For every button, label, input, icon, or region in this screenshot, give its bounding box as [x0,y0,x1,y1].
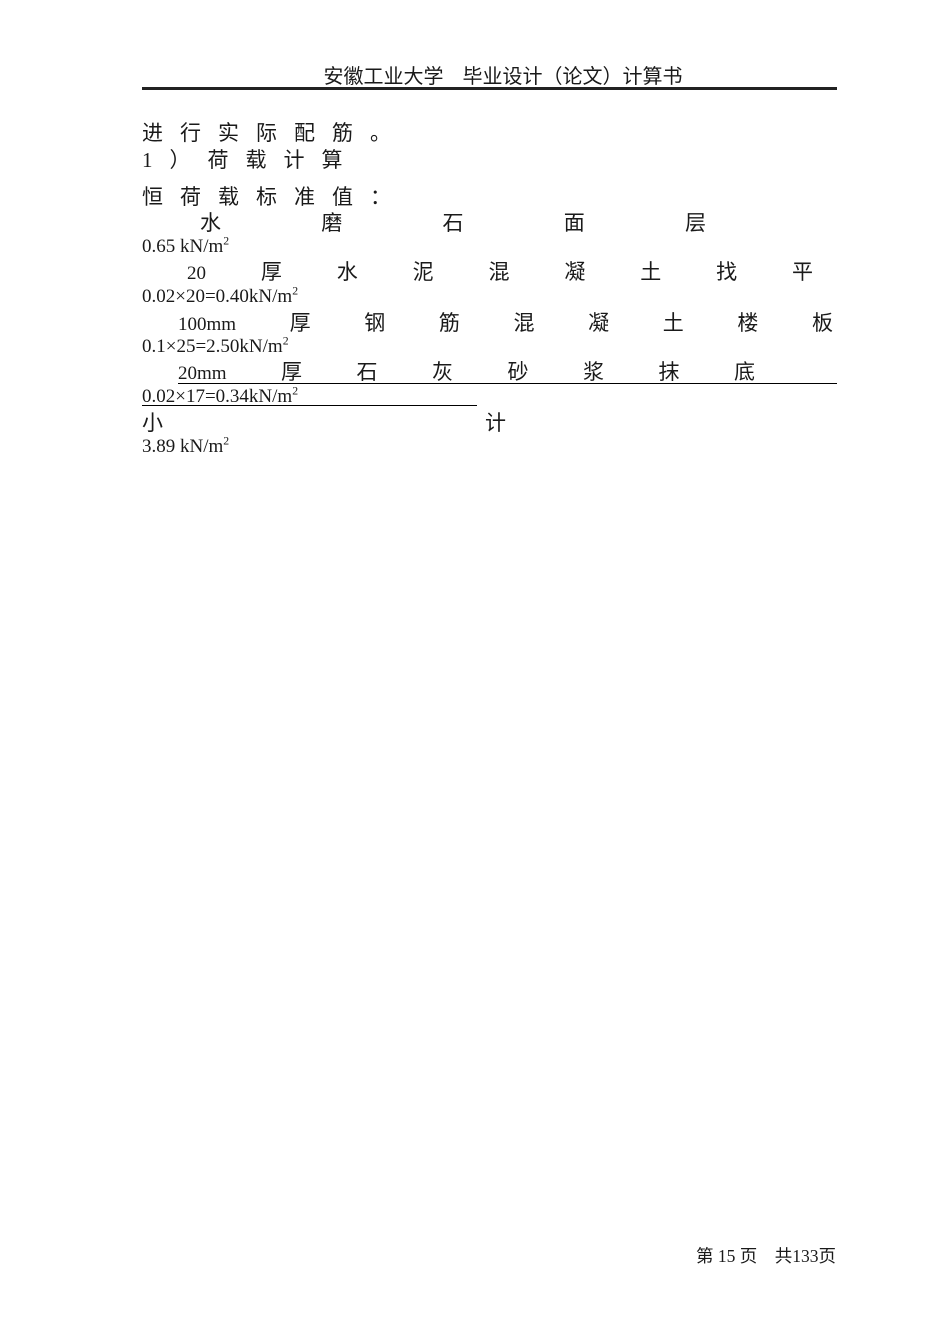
text-segment: 厚 [281,360,303,384]
header-doc-title: 毕业设计（论文）计算书 [462,66,683,88]
text-segment: 凝 [588,311,610,335]
text-segment: 浆 [582,360,604,384]
text-segment: 石 [356,360,378,384]
text-segment: 混 [513,311,535,335]
text-segment: 水 [200,211,221,235]
footer-page-number: 第 15 页 共133页 [696,1246,836,1266]
line-subtotal-value: 3.89 kN/m2 [142,434,230,458]
header-university: 安徽工业大学 [323,66,444,88]
text-segment: 石 [442,211,464,235]
text-segment: 抹 [658,360,680,384]
text-segment: 小 [142,411,163,435]
text-segment: 土 [640,260,662,284]
text-segment: 20mm [178,363,227,384]
text-run: 1）荷载计算 [142,148,360,172]
text-segment: 厚 [289,311,311,335]
text-run: 0.65 kN/m [142,236,224,257]
line-lime-mortar-value: 0.02×17=0.34kN/m2 [142,384,299,408]
text-segment: 层 [685,211,706,235]
text-segment: 土 [662,311,684,335]
line-cement-leveling: 20 厚 水 泥 混 凝 土 找 平 [187,260,813,285]
superscript: 2 [223,234,230,248]
line-rc-slab-value: 0.1×25=2.50kN/m2 [142,334,289,358]
text-run: 0.02×17=0.34kN/m [142,386,293,407]
line-load-calc-heading: 1）荷载计算 [142,148,360,172]
page-header: 安徽工业大学 毕业设计（论文）计算书 [0,60,950,89]
line-lime-mortar-underline [178,383,837,384]
text-segment: 钢 [364,311,386,335]
page-footer: 第 15 页 共133页 [696,1243,836,1268]
line-lime-mortar: 20mm 厚 石 灰 砂 浆 抹 底 [178,360,755,385]
text-run: 恒荷载标准值： [142,185,408,209]
text-segment: 凝 [564,260,586,284]
text-segment: 底 [733,360,755,384]
superscript: 2 [282,334,289,348]
header-rule [142,87,837,90]
line-lime-mortar-value-underline [142,405,477,406]
text-segment: 砂 [507,360,529,384]
text-segment: 20 [187,263,206,284]
text-segment: 水 [336,260,358,284]
text-segment: 找 [716,260,738,284]
text-segment: 筋 [438,311,460,335]
line-subtotal-label: 小计 [142,411,506,435]
text-segment: 板 [811,311,833,335]
text-run: 0.02×20=0.40kN/m [142,286,293,307]
text-segment: 磨 [321,211,343,235]
text-run: 进行实际配筋。 [142,121,408,145]
text-segment: 楼 [737,311,759,335]
superscript: 2 [223,434,230,448]
superscript: 2 [292,384,299,398]
text-segment: 厚 [260,260,282,284]
text-segment: 100mm [178,314,237,335]
line-actual-reinforcement: 进行实际配筋。 [142,121,408,145]
text-segment: 灰 [432,360,454,384]
text-segment: 泥 [412,260,434,284]
line-dead-load-label: 恒荷载标准值： [142,185,408,209]
line-terrazzo-layer: 水磨石面层 [200,211,706,235]
text-run: 3.89 kN/m [142,436,224,457]
text-segment: 面 [563,211,585,235]
line-terrazzo-value: 0.65 kN/m2 [142,234,230,258]
text-run: 0.1×25=2.50kN/m [142,336,283,357]
superscript: 2 [292,284,299,298]
line-cement-value: 0.02×20=0.40kN/m2 [142,284,299,308]
line-rc-slab: 100mm 厚 钢 筋 混 凝 土 楼 板 [178,311,833,336]
text-segment: 混 [488,260,510,284]
text-segment: 计 [485,411,506,435]
text-segment: 平 [792,260,813,284]
